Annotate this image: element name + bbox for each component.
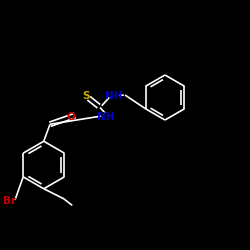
Text: NH: NH xyxy=(98,112,115,122)
Text: Br: Br xyxy=(3,196,16,206)
Text: O: O xyxy=(67,112,76,122)
Text: S: S xyxy=(82,91,90,101)
Text: NH: NH xyxy=(105,91,122,101)
